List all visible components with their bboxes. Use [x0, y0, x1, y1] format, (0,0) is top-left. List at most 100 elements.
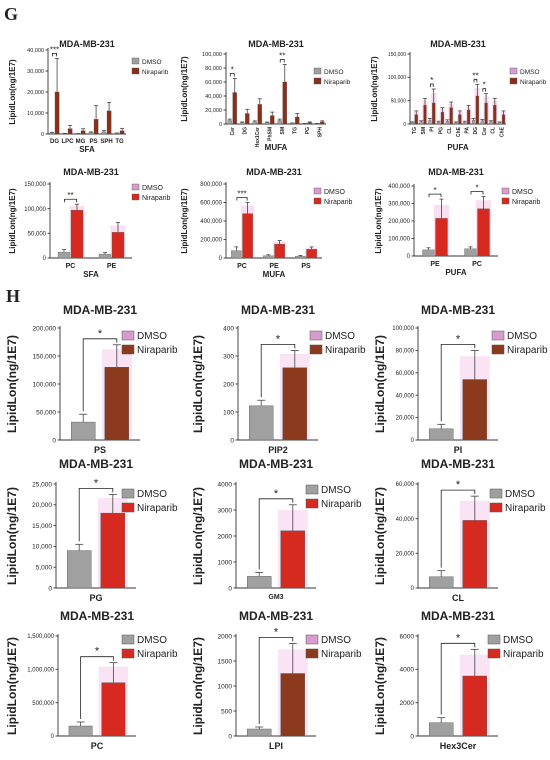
bar-dmso — [265, 122, 270, 125]
y-tick-label: 500,000 — [32, 701, 54, 707]
bar-dmso — [263, 255, 274, 259]
legend-label-niraparib: Niraparib — [324, 199, 353, 206]
significance-bracket — [279, 59, 285, 63]
y-tick-label: 0 — [48, 585, 52, 592]
legend-swatch-niraparib — [313, 77, 322, 85]
y-tick-label: 60,000 — [396, 482, 415, 488]
bar-dmso — [290, 123, 295, 125]
significance-bracket — [440, 489, 476, 568]
y-tick-label: 10,000 — [27, 111, 44, 117]
significance-stars: * — [430, 76, 433, 85]
bar-niraparib — [100, 512, 126, 589]
legend-label-dmso: DMSO — [137, 635, 167, 646]
chart-title: MDA-MB-231 — [63, 167, 119, 177]
y-tick-label: 0 — [52, 437, 56, 444]
legend-label-niraparib: Niraparib — [142, 195, 171, 202]
y-tick-label: 4000 — [218, 481, 233, 488]
chart-g5: MDA-MB-231 0 200,000 400,000 600,000 800,000 L… — [180, 167, 353, 279]
chart-title: MDA-MB-231 — [428, 167, 484, 177]
x-category-label: DG — [473, 127, 479, 135]
legend-swatch-dmso — [509, 67, 518, 75]
bar-niraparib — [232, 92, 237, 125]
chart-title: MDA-MB-231 — [239, 609, 313, 623]
bar-niraparib — [462, 520, 488, 589]
legend-label-dmso: DMSO — [503, 635, 533, 646]
legend-label-dmso: DMSO — [137, 489, 167, 500]
x-axis-label: SFA — [83, 270, 99, 279]
bar-niraparib — [104, 366, 130, 441]
significance-stars: ** — [472, 71, 478, 80]
y-axis-label: LipidLon(ng/1E7) — [8, 188, 17, 254]
y-tick-label: 20,000 — [396, 416, 415, 422]
y-tick-label: 50,000 — [391, 98, 407, 104]
chart-g2: MDA-MB-231 0 20,000 40,000 60,000 80,000 100,0… — [180, 39, 351, 152]
y-tick-label: 20,000 — [32, 502, 52, 509]
bar-niraparib — [242, 213, 253, 259]
legend-swatch-dmso — [491, 330, 505, 341]
x-category-label: PE — [430, 261, 440, 268]
y-axis-label: LipidLon(ng/1E7) — [5, 637, 19, 735]
significance-bracket — [440, 344, 476, 422]
bar-dmso — [422, 249, 435, 257]
bar-niraparib — [54, 91, 60, 135]
y-tick-label: 60,000 — [396, 371, 415, 377]
x-category-label: PC — [237, 263, 247, 270]
legend-swatch-dmso — [121, 330, 135, 341]
significance-bracket — [430, 83, 434, 87]
bar-dmso — [429, 722, 454, 737]
significance-bracket — [440, 642, 476, 715]
y-tick-label: 80,000 — [205, 66, 222, 72]
x-category-label: DG — [243, 127, 249, 135]
bar-dmso — [67, 550, 92, 589]
significance-bracket — [82, 338, 118, 412]
legend-swatch-niraparib — [509, 77, 518, 85]
x-axis-label: PI — [454, 445, 463, 455]
significance-star: * — [456, 333, 461, 345]
y-tick-label: 5,000 — [36, 564, 53, 571]
legend-label-niraparib: Niraparib — [321, 649, 362, 660]
y-tick-label: 200,000 — [388, 219, 410, 225]
x-axis-label: PC — [91, 741, 104, 751]
significance-stars: ** — [279, 52, 285, 61]
y-tick-label: 6000 — [400, 633, 415, 640]
y-tick-label: 0 — [51, 734, 55, 740]
chart-h7: MDA-MB-231 0 500,000 1,000,000 1,500,000 Lipi… — [5, 609, 178, 751]
bar-niraparib — [119, 130, 125, 135]
y-tick-label: 150,000 — [388, 52, 406, 58]
legend-swatch-niraparib — [309, 344, 323, 355]
y-tick-label: 0 — [411, 438, 415, 444]
chart-h1: MDA-MB-231 0 50,000 100,000 150,000 200,000 Li… — [5, 303, 178, 455]
y-tick-label: 400,000 — [388, 184, 410, 190]
bar-niraparib — [67, 128, 73, 135]
significance-bracket — [78, 488, 114, 542]
y-tick-label: 1500 — [218, 658, 233, 665]
legend-label-dmso: DMSO — [142, 59, 162, 66]
y-axis-label: LipidLon(ng/1E7) — [370, 56, 379, 122]
y-tick-label: 60,000 — [205, 80, 222, 86]
bar-niraparib — [449, 107, 453, 125]
bar-niraparib — [501, 114, 506, 125]
y-tick-label: 100 — [223, 409, 234, 416]
chart-h9: MDA-MB-231 0 2000 4000 6000 LipidLon(ng/1E7) *… — [373, 609, 544, 751]
y-tick-label: 100,000 — [388, 75, 406, 81]
chart-title: MDA-MB-231 — [59, 39, 115, 49]
chart-title: MDA-MB-231 — [241, 303, 315, 317]
significance-bracket — [52, 53, 57, 57]
y-tick-label: 40,000 — [396, 517, 415, 523]
y-tick-label: 150,000 — [24, 182, 46, 188]
y-axis-label: LipidLon(ng/1E7) — [5, 487, 19, 585]
y-tick-label: 30,000 — [27, 69, 44, 75]
x-axis-label: PIP2 — [268, 445, 288, 455]
legend-label-dmso: DMSO — [507, 331, 537, 342]
bar-niraparib — [106, 110, 112, 135]
y-tick-label: 0 — [219, 256, 223, 262]
legend-swatch-dmso — [313, 187, 322, 195]
chart-title: MDA-MB-231 — [63, 303, 137, 317]
chart-title: MDA-MB-231 — [246, 167, 302, 177]
legend-label-dmso: DMSO — [324, 69, 344, 76]
y-tick-label: 1,000,000 — [27, 667, 54, 673]
legend-label-dmso: DMSO — [137, 331, 167, 342]
legend-label-dmso: DMSO — [520, 69, 540, 76]
bar-niraparib — [282, 367, 308, 441]
significance-stars: *** — [50, 45, 59, 54]
